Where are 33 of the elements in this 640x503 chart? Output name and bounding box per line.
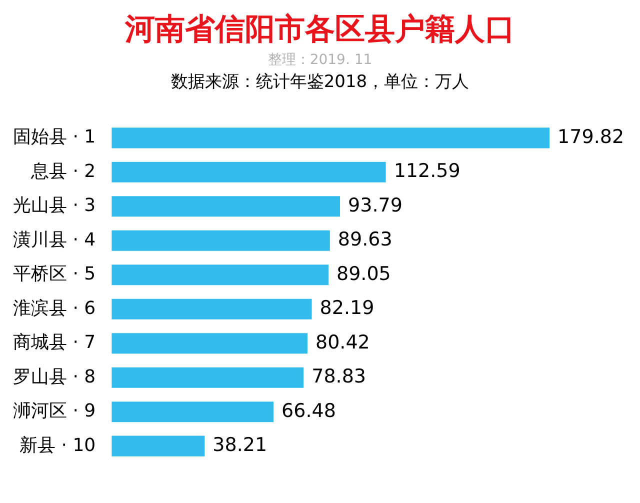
data-label: 89.63: [338, 228, 392, 251]
y-tick-label: 浉河区 · 9: [12, 400, 96, 422]
bar: [112, 333, 308, 354]
data-label: 112.59: [394, 160, 460, 182]
data-label: 89.05: [336, 262, 391, 285]
y-tick-label: 商城县 · 7: [12, 332, 96, 354]
bar: [112, 298, 312, 320]
chart-title: 河南省信阳市各区县户籍人口: [124, 11, 516, 49]
bar: [112, 128, 550, 148]
y-tick-label: 淮滨县 · 6: [12, 298, 96, 319]
bar: [112, 162, 386, 182]
data-label: 66.48: [282, 400, 336, 422]
bar: [112, 230, 330, 251]
y-tick-label: 罗山县 · 8: [12, 366, 96, 388]
data-label: 38.21: [212, 434, 268, 456]
source-note: 数据来源：统计年鉴2018，单位：万人: [170, 71, 470, 94]
data-label: 78.83: [312, 366, 366, 388]
data-label: 82.19: [320, 297, 374, 320]
y-tick-label: 固始县 · 1: [12, 126, 96, 148]
y-tick-label: 潢川县 · 4: [12, 229, 96, 250]
data-label: 93.79: [348, 194, 402, 216]
bar: [112, 367, 304, 388]
bar: [112, 264, 328, 286]
y-tick-label: 平桥区 · 5: [12, 264, 96, 285]
bar: [112, 402, 274, 422]
data-label: 179.82: [558, 126, 624, 148]
bar: [112, 196, 340, 217]
y-tick-label: 息县 · 2: [30, 160, 96, 182]
bar: [112, 436, 205, 456]
y-tick-label: 新县 · 10: [20, 434, 96, 456]
chart-subtitle: 整理：2019. 11: [266, 51, 374, 70]
y-tick-label: 光山县 · 3: [12, 195, 96, 216]
data-label: 80.42: [315, 331, 370, 354]
